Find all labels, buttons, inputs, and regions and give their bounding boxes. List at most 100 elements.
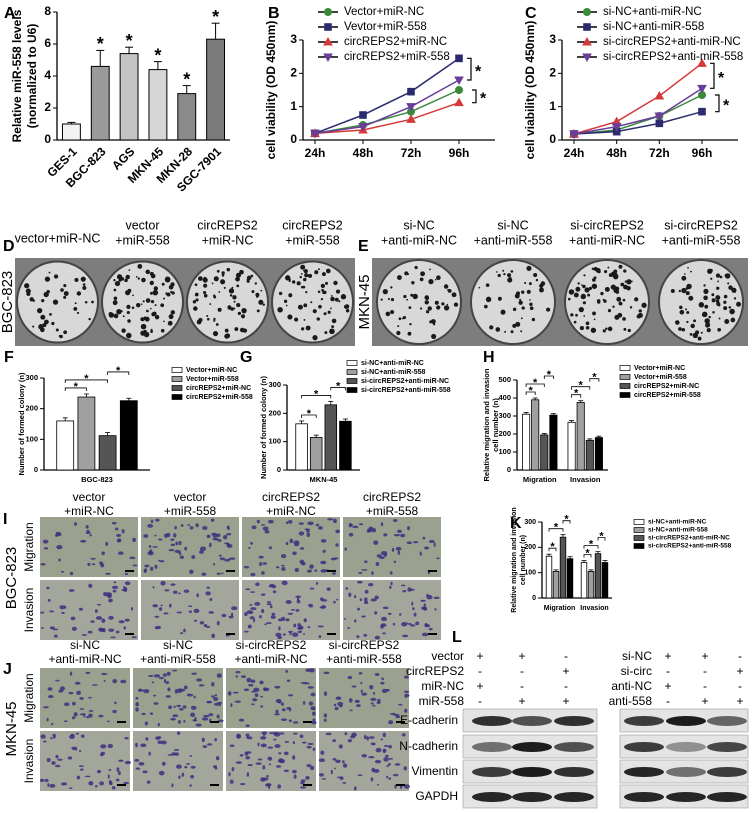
stained-cell (168, 705, 173, 710)
stained-cell (403, 675, 409, 679)
colony (318, 304, 322, 309)
colony (401, 317, 404, 320)
colony (573, 320, 577, 324)
colony (500, 309, 506, 315)
bar (177, 93, 197, 141)
y-tick-label: 6 (44, 36, 51, 50)
significance-label: * (585, 547, 590, 559)
stained-cell (318, 635, 322, 639)
stained-cell (293, 721, 299, 724)
colony (170, 290, 173, 294)
colony (489, 325, 494, 330)
stained-cell (335, 759, 341, 763)
colony (63, 284, 67, 288)
stained-cell (330, 557, 337, 561)
y-tick-label: 300 (268, 380, 281, 389)
y-axis-label: Relative miR-558 levels (10, 9, 24, 142)
stained-cell (91, 684, 99, 686)
stained-cell (255, 582, 260, 587)
stained-cell (160, 740, 167, 745)
bar (56, 420, 75, 471)
significance-bracket (64, 387, 87, 391)
legend-label: si-NC+anti-miR-NC (648, 519, 707, 526)
stained-cell (111, 585, 119, 590)
panel-label: B (268, 5, 280, 22)
colony (231, 286, 234, 289)
stained-cell (123, 588, 128, 592)
stained-cell (403, 766, 407, 771)
y-tick-label: 2 (44, 100, 51, 114)
stained-cell (85, 531, 91, 535)
y-tick-label: 0 (532, 595, 536, 602)
colony (623, 269, 627, 273)
stained-cell (287, 612, 294, 615)
colony (686, 311, 690, 315)
y-tick-label: 0 (277, 465, 281, 474)
stained-cell (190, 712, 196, 717)
colony (294, 317, 299, 322)
colony (150, 291, 153, 295)
significance-label: * (547, 369, 552, 381)
legend-label: si-NC+anti-miR-NC (603, 6, 702, 18)
stained-cell (404, 708, 408, 713)
stained-cell (100, 744, 107, 749)
colony (703, 288, 709, 294)
stained-cell (75, 732, 80, 735)
stained-cell (173, 533, 177, 538)
colony (303, 268, 308, 274)
stained-cell (252, 698, 258, 702)
colony (712, 311, 715, 314)
colony (575, 313, 578, 317)
stained-cell (178, 552, 182, 556)
stained-cell (358, 671, 363, 675)
column-label: si-circREPS2 (664, 218, 738, 232)
stained-cell (295, 609, 300, 612)
stained-cell (321, 599, 328, 602)
stained-cell (361, 754, 367, 758)
stained-cell (364, 597, 368, 602)
photo-background (226, 668, 316, 728)
colony (693, 319, 697, 323)
colony (194, 293, 198, 297)
stained-cell (40, 611, 45, 614)
stained-cell (192, 719, 198, 722)
stained-cell (206, 700, 213, 703)
colony (135, 276, 138, 278)
colony (705, 323, 710, 328)
stained-cell (360, 681, 363, 685)
colony (704, 318, 710, 324)
stained-cell (383, 533, 388, 537)
panel-label: K (510, 515, 522, 532)
protein-label: E-cadherin (400, 713, 458, 727)
stained-cell (221, 613, 227, 618)
colony (63, 295, 67, 299)
stained-cell (264, 623, 267, 626)
bar (587, 571, 595, 599)
stained-cell (124, 581, 131, 586)
y-tick-label: 0 (34, 465, 38, 474)
colony (539, 287, 544, 293)
stained-cell (347, 738, 352, 743)
legend-marker (323, 53, 333, 63)
stained-cell (389, 571, 393, 575)
stained-cell (311, 711, 316, 716)
colony (521, 306, 525, 310)
stained-cell (253, 618, 256, 623)
colony (82, 285, 87, 291)
colony (623, 327, 627, 331)
stained-cell (123, 781, 130, 785)
stained-cell (386, 764, 389, 768)
colony (515, 321, 521, 327)
colony (154, 304, 157, 307)
colony (307, 273, 313, 278)
row-label: Invasion (22, 588, 36, 633)
stained-cell (259, 680, 264, 685)
stained-cell (370, 742, 376, 746)
stained-cell (186, 763, 191, 765)
photo-background (40, 517, 138, 577)
colony (40, 314, 46, 320)
colony (126, 304, 131, 310)
colony (701, 311, 708, 318)
colony (153, 286, 158, 291)
stained-cell (85, 525, 89, 529)
